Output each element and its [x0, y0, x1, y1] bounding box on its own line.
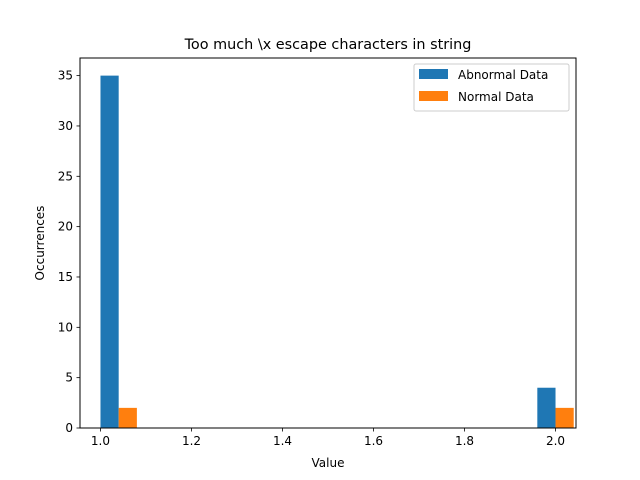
legend: Abnormal Data Normal Data [413, 63, 570, 112]
x-tick-label: 1.4 [273, 434, 292, 448]
y-tick-label: 5 [65, 371, 73, 385]
x-tick-label: 1.2 [182, 434, 201, 448]
y-tick-label: 25 [58, 169, 73, 183]
bars-layer [100, 75, 574, 428]
plot-frame [79, 57, 577, 429]
y-tick-label: 35 [58, 69, 73, 83]
y-tick-label: 30 [58, 119, 73, 133]
x-axis-label: Value [312, 456, 345, 470]
legend-swatch [419, 91, 448, 101]
chart-title: Too much \x escape characters in string [184, 37, 472, 53]
axes-layer: 1.0 1.2 1.4 1.6 1.8 2.0 0 5 10 15 20 25 30 35 [58, 57, 577, 448]
legend-box [413, 63, 570, 112]
legend-label: Normal Data [458, 90, 534, 104]
y-tick-label: 15 [58, 270, 73, 284]
bar [118, 407, 137, 428]
x-tick-label: 1.8 [455, 434, 474, 448]
y-tick-label: 0 [65, 421, 73, 435]
x-tick-label: 1.0 [91, 434, 110, 448]
bar [537, 387, 556, 428]
legend-swatch [419, 69, 448, 79]
x-tick-label: 1.6 [364, 434, 383, 448]
y-tick-label: 20 [58, 220, 73, 234]
bar [555, 407, 574, 428]
bar [100, 75, 119, 428]
legend-label: Abnormal Data [458, 68, 548, 82]
y-tick-label: 10 [58, 320, 73, 334]
x-tick-label: 2.0 [546, 434, 565, 448]
y-axis-label: Occurrences [33, 206, 47, 281]
